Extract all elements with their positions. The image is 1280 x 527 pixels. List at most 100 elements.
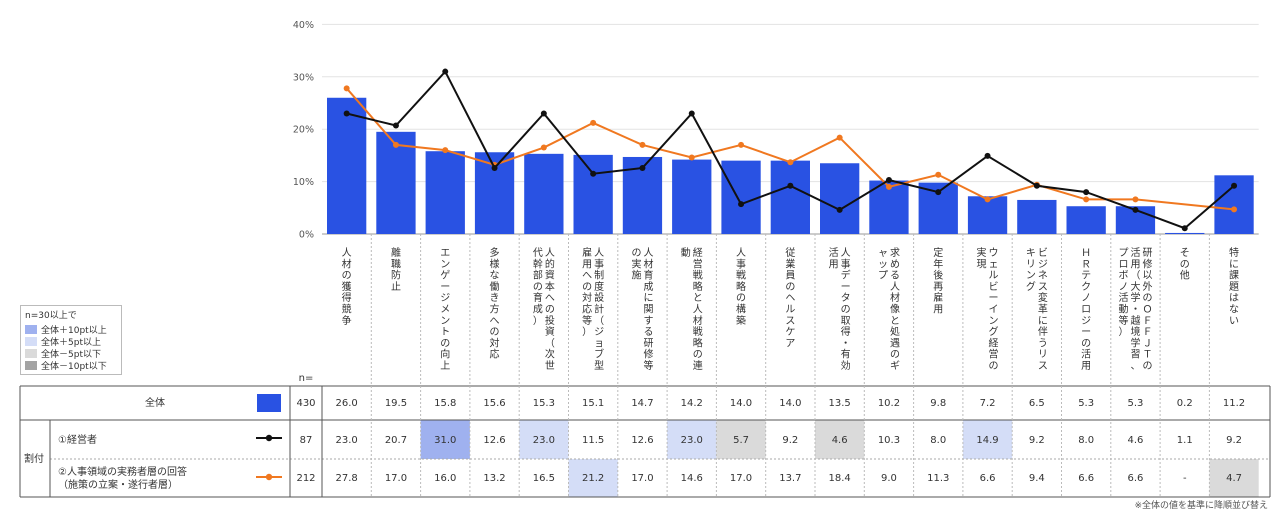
category-char: と <box>890 315 900 327</box>
y-tick-label: 30% <box>293 72 314 83</box>
category-char: 修 <box>1142 257 1152 270</box>
bar-series-overall <box>327 97 1254 234</box>
table-cell: 14.0 <box>730 398 752 409</box>
category-char: 人 <box>890 281 900 293</box>
table-cell: 26.0 <box>336 398 358 409</box>
category-char: 人 <box>594 247 604 259</box>
footnote: ※全体の値を基準に降順並び替え <box>1134 501 1268 511</box>
category-char: 雇 <box>933 291 943 304</box>
legend-item: 全体＋5pt以上 <box>25 335 117 348</box>
category-char: テ <box>1081 271 1091 282</box>
category-char: 年 <box>933 257 943 270</box>
category-char: る <box>643 326 653 338</box>
legend-label: 全体－10pt以下 <box>41 361 107 372</box>
category-char: 遇 <box>890 337 900 349</box>
row-label-overall: 全体 <box>145 396 165 409</box>
category-char: ス <box>1038 361 1048 372</box>
data-point <box>1132 206 1139 213</box>
category-char: グ <box>989 325 999 338</box>
category-char: の <box>1142 361 1152 372</box>
category-char: 得 <box>342 292 352 304</box>
table-cell: 5.3 <box>1127 398 1143 409</box>
data-point <box>885 177 892 184</box>
category-char: 材 <box>890 291 900 304</box>
category-char: 次 <box>545 348 555 361</box>
table-cell: 6.6 <box>1078 473 1094 484</box>
category-char: 実 <box>977 246 987 259</box>
category-char: ケ <box>785 326 795 338</box>
table-cell: 19.5 <box>385 398 407 409</box>
bar <box>1066 206 1106 234</box>
category-char: 関 <box>643 304 653 316</box>
bar <box>524 153 564 234</box>
data-point <box>738 201 745 208</box>
category-char: ェ <box>989 259 999 270</box>
category-char: 型 <box>594 359 604 372</box>
category-char: め <box>890 258 900 270</box>
category-char: リ <box>1026 259 1036 270</box>
category-char: の <box>533 282 543 293</box>
category-char: ・ <box>1130 305 1140 316</box>
category-char: 伴 <box>1038 325 1048 338</box>
data-point <box>392 141 399 148</box>
legend-item: 全体－5pt以下 <box>25 347 117 360</box>
category-char: 課 <box>1229 269 1239 282</box>
category-char: ン <box>1026 271 1036 282</box>
data-point <box>787 182 794 189</box>
data-point <box>885 183 892 190</box>
category-char: （ <box>594 315 604 327</box>
category-char: 計 <box>594 303 604 316</box>
category-char: 動 <box>1118 303 1128 316</box>
overall-bar-swatch <box>257 394 281 412</box>
table-cell: 1.1 <box>1177 435 1193 446</box>
data-point <box>836 206 843 213</box>
table-cell: 21.2 <box>582 473 604 484</box>
category-char: メ <box>440 305 450 316</box>
category-char: 本 <box>545 280 555 293</box>
category-char: 成 <box>533 304 543 316</box>
category-char: は <box>1229 292 1239 304</box>
data-point <box>1231 206 1238 213</box>
category-char: る <box>890 270 900 282</box>
category-char: ウ <box>989 247 999 259</box>
category-char: Ｆ <box>1142 316 1152 327</box>
category-char: 世 <box>545 360 555 372</box>
category-char: ン <box>440 316 450 327</box>
table-cell: 13.7 <box>779 473 801 484</box>
category-char: 等 <box>582 314 592 327</box>
table-cell: 17.0 <box>385 473 407 484</box>
category-char: 的 <box>545 257 555 270</box>
legend-item: 全体＋10pt以上 <box>25 323 117 336</box>
table-cell: 6.6 <box>1127 473 1143 484</box>
table-cell: 9.2 <box>1226 435 1242 446</box>
category-char: 育 <box>533 291 543 304</box>
category-char: 人 <box>693 304 703 316</box>
data-point <box>984 152 991 159</box>
category-char: 幹 <box>533 257 543 270</box>
cell-highlight <box>420 420 470 459</box>
category-char: イ <box>989 305 999 316</box>
category-char: ン <box>989 316 999 327</box>
data-point <box>1132 196 1139 203</box>
bar <box>573 154 613 234</box>
category-char: ノ <box>1081 293 1091 304</box>
category-char: ゲ <box>440 270 450 282</box>
highlight-legend: n=30以上で 全体＋10pt以上 全体＋5pt以上 全体－5pt以下 全体－10pt… <box>20 305 122 375</box>
data-point <box>392 122 399 129</box>
legend-item: 全体－10pt以下 <box>25 359 117 372</box>
category-char: 境 <box>1130 325 1140 338</box>
data-point <box>984 196 991 203</box>
data-point <box>540 110 547 117</box>
n-value: 430 <box>296 398 315 409</box>
category-char: 構 <box>736 303 746 316</box>
category-char: き <box>490 292 500 304</box>
table-cell: 0.2 <box>1177 398 1193 409</box>
category-char: い <box>1229 316 1239 327</box>
category-char: 革 <box>1038 303 1048 316</box>
row-label-executives: ①経営者 <box>58 433 97 446</box>
table-cell: 9.2 <box>1029 435 1045 446</box>
